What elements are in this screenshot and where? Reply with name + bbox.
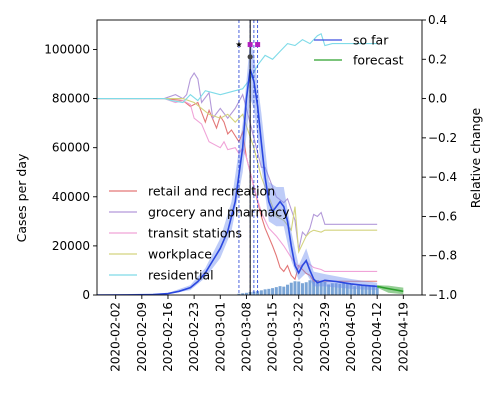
bar [345, 283, 349, 295]
y2-axis-label: Relative change [468, 108, 483, 209]
bar [237, 293, 241, 295]
legend-label: workplace [148, 247, 212, 262]
bar [368, 285, 372, 295]
marker-dot [247, 54, 253, 60]
bar [319, 281, 323, 295]
bar [308, 280, 312, 295]
bar [330, 283, 334, 295]
series-line-workplace [97, 98, 378, 254]
bar [259, 290, 263, 295]
bar [342, 283, 346, 295]
bar [353, 286, 357, 295]
y-tick-label: 40000 [52, 190, 90, 204]
y2-tick-label: 0.4 [428, 13, 447, 27]
x-tick-label: 2020-04-05 [344, 302, 358, 372]
bar [267, 288, 271, 295]
legend-label: retail and recreation [148, 184, 275, 199]
legend-label: grocery and pharmacy [148, 205, 290, 220]
y-axis-label: Cases per day [14, 153, 29, 242]
series-line-grocery-and-pharmacy [97, 72, 378, 250]
bar [375, 287, 379, 295]
bar [315, 280, 319, 295]
bar [323, 281, 327, 295]
bar [371, 285, 375, 295]
x-tick-label: 2020-03-08 [239, 302, 253, 372]
legend-bottom-left: retail and recreation grocery and pharmac… [109, 184, 290, 283]
y2-tick-label: 0.2 [428, 52, 447, 66]
bar [327, 284, 331, 295]
series-band-so-far [97, 39, 378, 295]
plot-frame [96, 19, 423, 296]
y2-tick-label: −0.6 [428, 209, 457, 223]
x-tick-label: 2020-03-29 [318, 302, 332, 372]
series-line-forecast [377, 285, 404, 293]
plot-area [97, 20, 404, 295]
legend-label: forecast [353, 53, 404, 68]
marker-square [255, 42, 261, 48]
legend-label: residential [148, 268, 214, 283]
y-tick-label: 100000 [44, 42, 90, 56]
bar [252, 291, 256, 295]
y2-tick-label: −1.0 [428, 288, 457, 302]
x-tick-label: 2020-02-16 [161, 302, 175, 372]
x-tick-label: 2020-04-19 [396, 302, 410, 372]
y-tick-label: 20000 [52, 239, 90, 253]
bar [286, 284, 290, 295]
y2-tick-label: −0.4 [428, 170, 457, 184]
y-tick-label: 0 [82, 288, 90, 302]
bar [278, 286, 282, 295]
legend-label: transit stations [148, 226, 242, 241]
bar [274, 287, 278, 295]
bar [300, 283, 304, 295]
y2-tick-label: 0.0 [428, 92, 447, 106]
y-tick-label: 60000 [52, 141, 90, 155]
bar [282, 286, 286, 295]
x-tick-label: 2020-03-15 [266, 302, 280, 372]
marker-star [235, 41, 242, 48]
bar [271, 288, 275, 295]
y2-tick-label: −0.2 [428, 131, 457, 145]
x-tick-label: 2020-02-02 [109, 302, 123, 372]
bar [312, 279, 316, 295]
bar [334, 283, 338, 295]
bar [304, 282, 308, 295]
x-tick-label: 2020-02-23 [187, 302, 201, 372]
x-tick-label: 2020-04-12 [370, 302, 384, 372]
bar [357, 285, 360, 295]
legend-label: so far [353, 33, 389, 48]
x-tick-label: 2020-02-09 [135, 302, 149, 372]
bar [256, 291, 260, 295]
bar [293, 281, 297, 295]
bar [360, 284, 364, 295]
series-line-so-far [97, 68, 378, 295]
axes: 0 20000 40000 60000 80000 100000 −1.0 −0.8 −0.6 −… [44, 13, 457, 372]
legend-top-right: so far forecast [314, 33, 404, 68]
x-tick-label: 2020-03-22 [292, 302, 306, 372]
y2-tick-label: −0.8 [428, 249, 457, 263]
bar [289, 282, 293, 295]
y-tick-label: 80000 [52, 92, 90, 106]
bar [349, 284, 353, 295]
bar [244, 292, 248, 295]
bar [297, 281, 301, 295]
x-tick-label: 2020-03-01 [213, 302, 227, 372]
bar [338, 283, 342, 295]
bar [241, 293, 245, 295]
bar [263, 289, 267, 295]
marker-square [247, 42, 253, 48]
bar [364, 285, 368, 295]
